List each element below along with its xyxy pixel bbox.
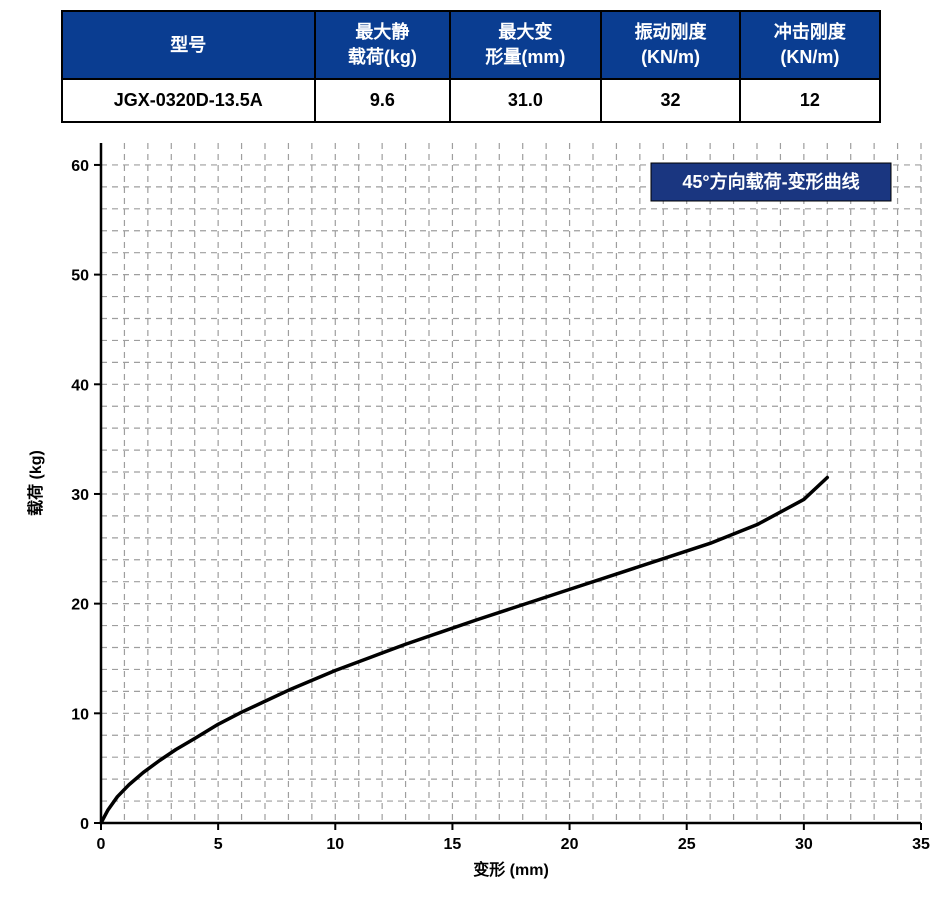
svg-text:10: 10 bbox=[71, 707, 89, 724]
col-vib-stiff: 振动刚度(KN/m) bbox=[601, 11, 740, 79]
cell-model: JGX-0320D-13.5A bbox=[62, 79, 315, 122]
cell-max-def: 31.0 bbox=[450, 79, 601, 122]
svg-text:10: 10 bbox=[326, 836, 344, 853]
col-imp-stiff: 冲击刚度(KN/m) bbox=[740, 11, 879, 79]
svg-text:40: 40 bbox=[71, 378, 89, 395]
cell-max-load: 9.6 bbox=[315, 79, 450, 122]
svg-text:5: 5 bbox=[213, 836, 222, 853]
svg-text:变形 (mm): 变形 (mm) bbox=[473, 860, 549, 879]
col-max-def: 最大变形量(mm) bbox=[450, 11, 601, 79]
svg-text:载荷 (kg): 载荷 (kg) bbox=[27, 450, 45, 516]
svg-text:0: 0 bbox=[80, 816, 89, 833]
svg-text:45°方向载荷-变形曲线: 45°方向载荷-变形曲线 bbox=[682, 171, 859, 192]
col-model: 型号 bbox=[62, 11, 315, 79]
spec-table-header-row: 型号 最大静载荷(kg) 最大变形量(mm) 振动刚度(KN/m) 冲击刚度(K… bbox=[62, 11, 880, 79]
svg-text:20: 20 bbox=[71, 597, 89, 614]
svg-text:20: 20 bbox=[560, 836, 578, 853]
svg-text:30: 30 bbox=[794, 836, 812, 853]
cell-vib-stiff: 32 bbox=[601, 79, 740, 122]
svg-text:0: 0 bbox=[96, 836, 105, 853]
spec-table: 型号 最大静载荷(kg) 最大变形量(mm) 振动刚度(KN/m) 冲击刚度(K… bbox=[61, 10, 881, 123]
load-deformation-chart: 0 5 10 15 20 25 30 35 0 10 20 30 40 50 60 变形 (mm) 载荷 (kg… bbox=[21, 133, 941, 893]
svg-text:30: 30 bbox=[71, 487, 89, 504]
spec-table-row: JGX-0320D-13.5A 9.6 31.0 32 12 bbox=[62, 79, 880, 122]
svg-text:25: 25 bbox=[677, 836, 695, 853]
cell-imp-stiff: 12 bbox=[740, 79, 879, 122]
chart-container: 051015202530350102030405060变形 (mm)载荷 (kg… bbox=[21, 133, 921, 898]
svg-text:35: 35 bbox=[912, 836, 930, 853]
svg-text:60: 60 bbox=[71, 158, 89, 175]
svg-text:50: 50 bbox=[71, 268, 89, 285]
col-max-load: 最大静载荷(kg) bbox=[315, 11, 450, 79]
svg-text:15: 15 bbox=[443, 836, 461, 853]
